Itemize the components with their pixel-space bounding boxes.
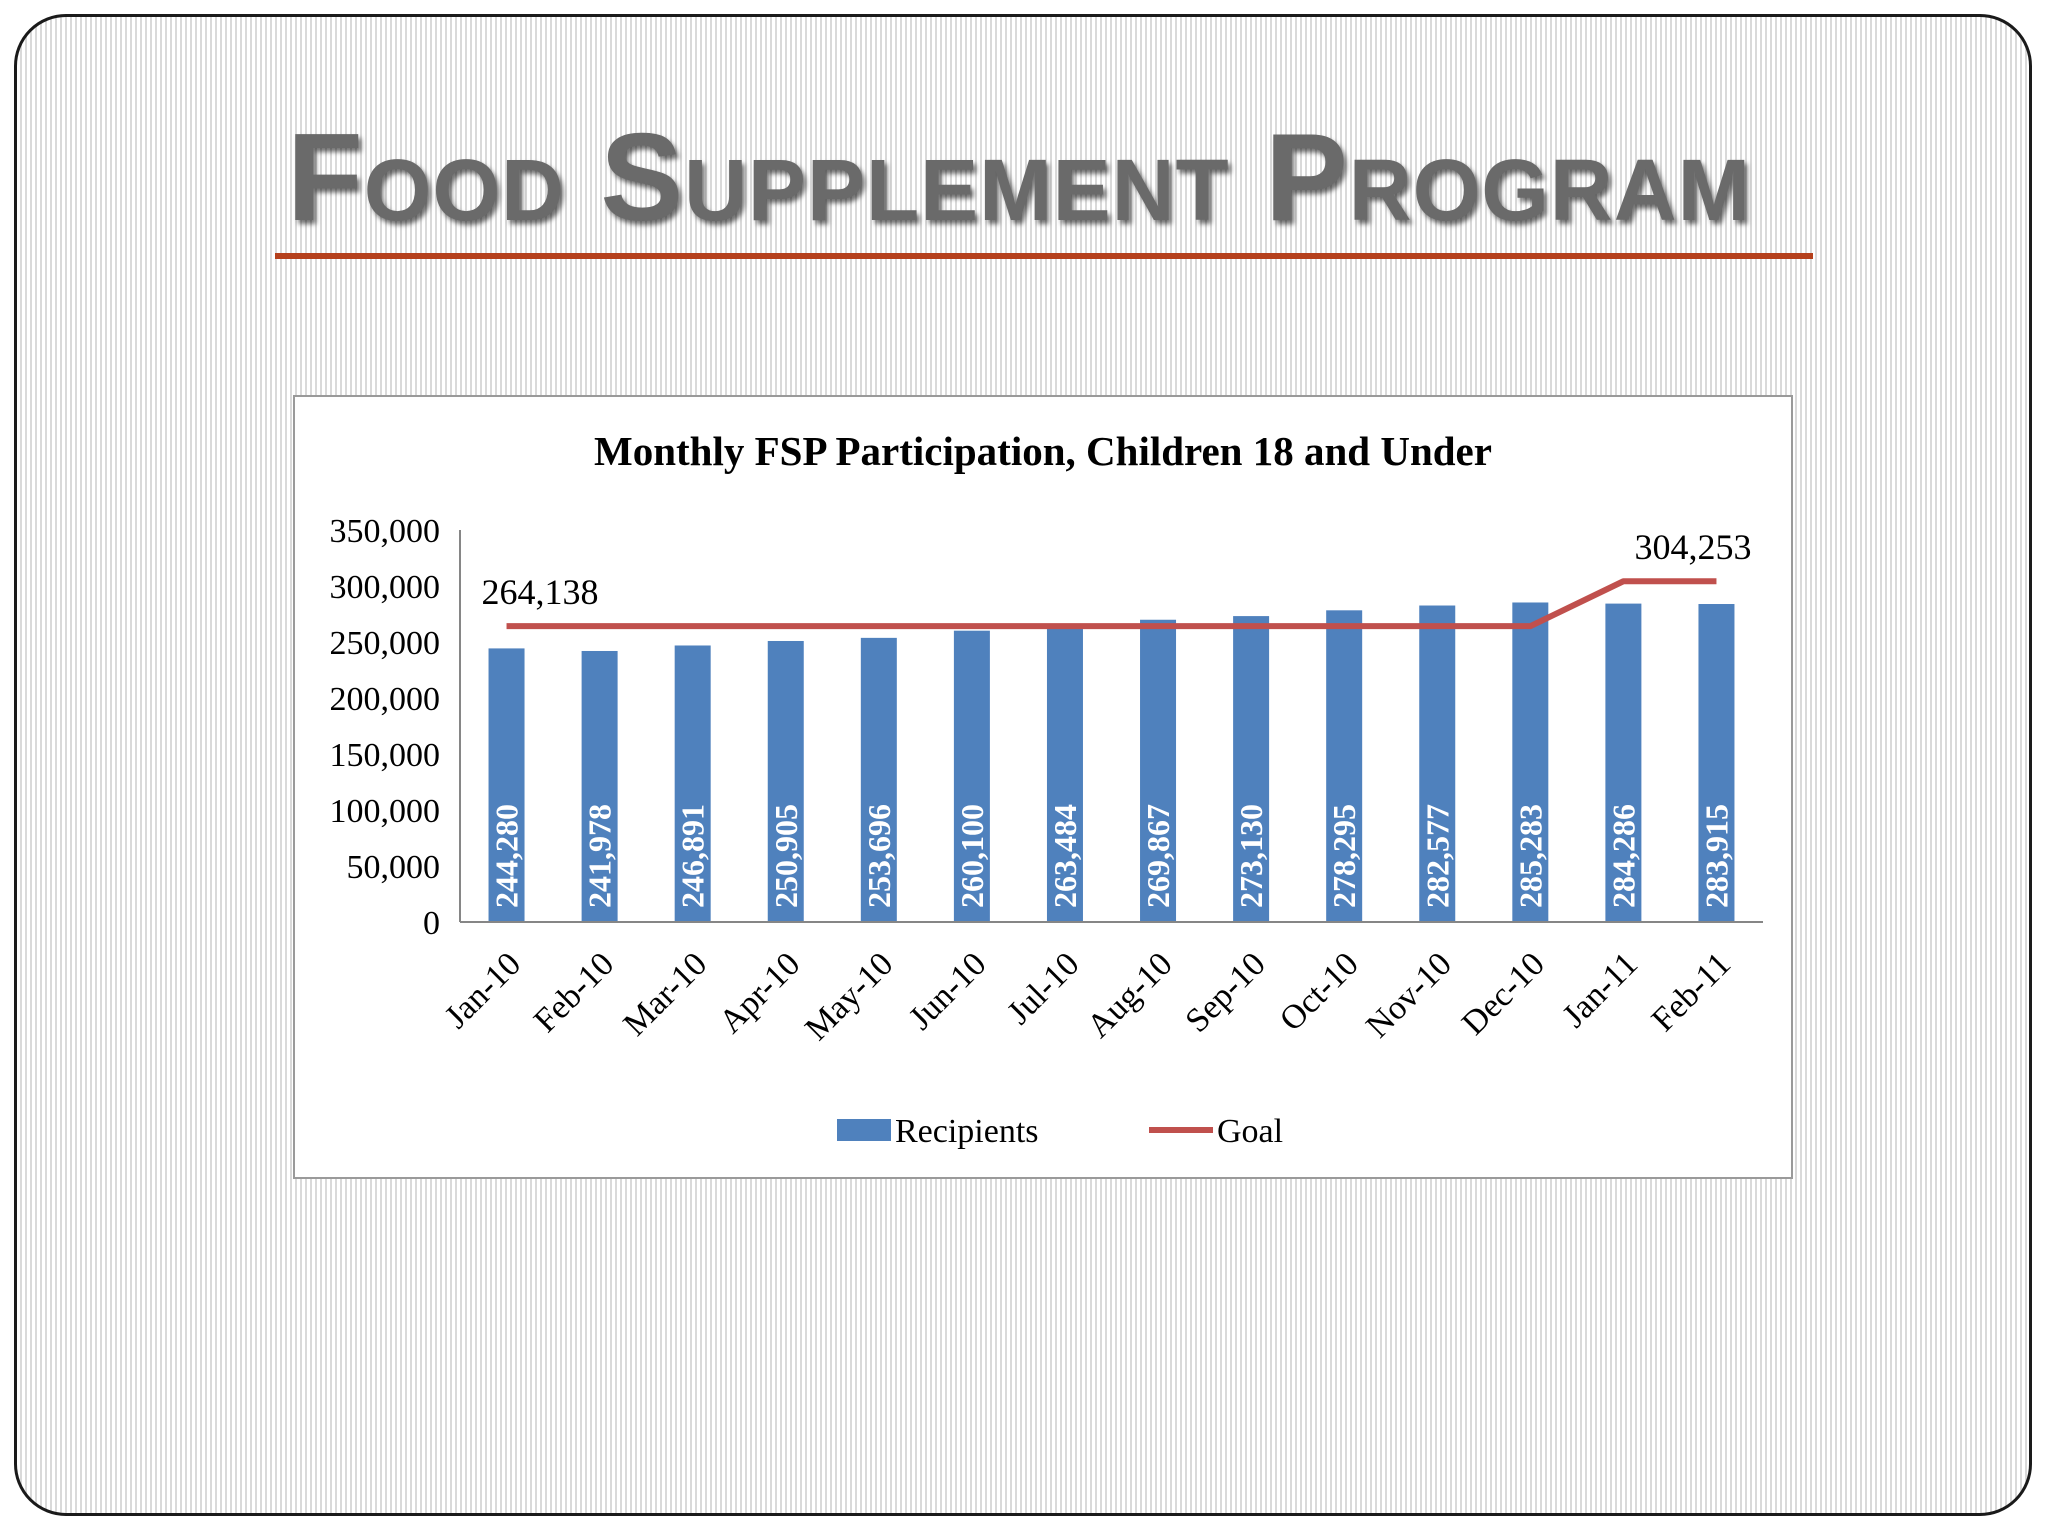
bar-feb-11	[1698, 604, 1735, 922]
y-tick-label: 150,000	[330, 737, 441, 774]
y-tick-label: 300,000	[330, 569, 441, 606]
bar-data-label: 263,484	[1047, 804, 1083, 908]
goal-line	[506, 578, 1717, 630]
bar-data-labels: 244,280 241,978 246,891 250,905 253,696 260,1…	[489, 804, 1735, 908]
bar-data-label: 250,905	[768, 804, 804, 908]
goal-data-label: 304,253	[1634, 527, 1751, 567]
x-tick-label: Jul-10	[1000, 945, 1086, 1031]
x-tick-label: May-10	[798, 945, 900, 1047]
x-tick-label: Sep-10	[1178, 945, 1272, 1039]
chart-title: Monthly FSP Participation, Children 18 a…	[594, 428, 1492, 474]
bar-nov-10	[1419, 605, 1456, 922]
y-tick-label: 50,000	[347, 849, 441, 886]
bar-data-label: 253,696	[861, 804, 897, 908]
goal-data-label: 264,138	[482, 572, 599, 612]
y-axis: 0 50,000 100,000 150,000 200,000 250,000 300,0…	[330, 513, 461, 942]
title-divider	[275, 253, 1813, 259]
bar-jul-10	[1046, 626, 1083, 922]
slide-background: Food Supplement Program Monthly FSP Part…	[14, 14, 2032, 1516]
y-tick-label: 100,000	[330, 793, 441, 830]
bar-data-label: 260,100	[954, 804, 990, 908]
y-tick-label: 250,000	[330, 625, 441, 662]
bar-mar-10	[674, 645, 711, 922]
bar-data-label: 282,577	[1419, 804, 1455, 908]
page-title: Food Supplement Program	[287, 109, 1752, 247]
bar-data-label: 246,891	[675, 804, 711, 908]
chart-legend: Recipients Goal	[837, 1113, 1283, 1150]
legend-label-goal: Goal	[1217, 1113, 1283, 1150]
bar-feb-10	[581, 650, 618, 922]
bar-data-label: 269,867	[1140, 804, 1176, 908]
bar-jan-11	[1605, 603, 1642, 922]
bar-data-label: 278,295	[1326, 804, 1362, 908]
x-tick-label: Nov-10	[1359, 945, 1459, 1045]
legend-label-recipients: Recipients	[895, 1113, 1039, 1150]
x-tick-label: Jan-11	[1556, 945, 1645, 1034]
x-tick-label: Feb-10	[527, 945, 621, 1039]
bar-apr-10	[767, 640, 804, 922]
bar-dec-10	[1512, 602, 1549, 922]
bar-jun-10	[953, 630, 990, 922]
bar-may-10	[860, 637, 897, 922]
chart-container: Monthly FSP Participation, Children 18 a…	[293, 395, 1793, 1179]
bar-data-label: 284,286	[1605, 804, 1641, 908]
bar-aug-10	[1140, 619, 1177, 922]
bar-oct-10	[1326, 610, 1363, 922]
bar-data-label: 283,915	[1698, 804, 1734, 908]
x-tick-label: Feb-11	[1645, 945, 1738, 1038]
x-tick-label: Mar-10	[617, 945, 715, 1043]
bar-data-label: 244,280	[489, 804, 525, 908]
bar-jan-10	[488, 648, 525, 922]
y-tick-label: 0	[423, 905, 440, 942]
legend-swatch-recipients	[837, 1119, 891, 1141]
x-tick-label: Dec-10	[1455, 945, 1552, 1042]
bar-series-recipients	[488, 602, 1735, 922]
bar-data-label: 285,283	[1512, 804, 1548, 908]
x-tick-label: Jun-10	[902, 945, 994, 1037]
chart: Monthly FSP Participation, Children 18 a…	[330, 428, 1763, 1150]
x-tick-label: Apr-10	[712, 945, 807, 1040]
bar-data-label: 241,978	[582, 804, 618, 908]
y-tick-label: 200,000	[330, 681, 441, 718]
x-tick-label: Jan-10	[438, 945, 528, 1035]
y-tick-label: 350,000	[330, 513, 441, 550]
bar-data-label: 273,130	[1233, 804, 1269, 908]
x-tick-label: Aug-10	[1080, 945, 1180, 1045]
bar-sep-10	[1233, 616, 1270, 922]
x-tick-label: Oct-10	[1273, 945, 1366, 1038]
line-series-goal: 264,138 304,253	[482, 527, 1751, 630]
